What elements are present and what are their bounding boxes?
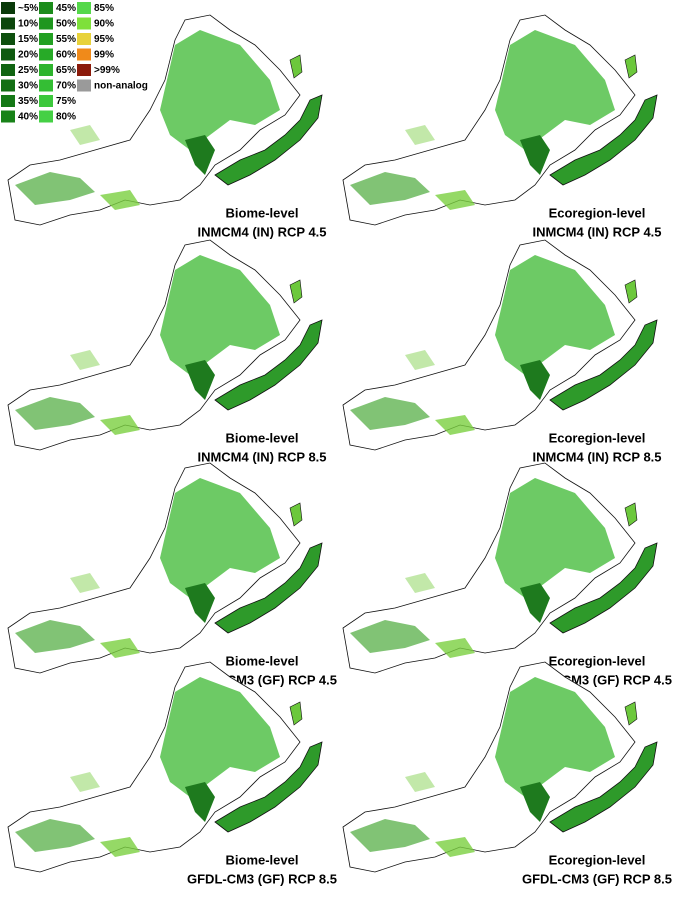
panel-title: Biome-level [226, 430, 299, 445]
legend-label: 50% [56, 19, 76, 30]
legend-swatch [1, 79, 15, 92]
panel-subtitle: GFDL-CM3 (GF) RCP 8.5 [187, 871, 337, 886]
map-panel: Biome-level INMCM4 (IN) RCP 4.5 [7, 14, 327, 239]
legend-swatch [1, 2, 15, 14]
legend-swatch [77, 17, 91, 30]
legend: ~5% 10% 15% 20% 25% 30% 35% 40% 45% 50% 55% 60% 65% 7… [1, 2, 148, 123]
legend-label: ~5% [18, 3, 38, 14]
legend-label: 60% [56, 50, 76, 61]
legend-swatch [39, 79, 53, 92]
legend-label: 30% [18, 81, 38, 92]
legend-swatch [39, 95, 53, 107]
panel-title: Biome-level [226, 852, 299, 867]
panel-subtitle: INMCM4 (IN) RCP 8.5 [532, 449, 661, 464]
map [7, 462, 323, 674]
legend-swatch [1, 48, 15, 61]
legend-swatch [1, 64, 15, 76]
panel-title: Ecoregion-level [549, 852, 646, 867]
map-panel: Biome-level GFDL-CM3 (GF) RCP 8.5 [7, 661, 337, 886]
legend-label: 25% [18, 65, 38, 76]
legend-label: 40% [18, 112, 38, 123]
legend-swatch [39, 2, 53, 14]
map [342, 661, 658, 873]
legend-label: >99% [94, 65, 120, 76]
legend-swatch [77, 33, 91, 45]
map [342, 14, 658, 226]
legend-label: 75% [56, 96, 76, 107]
legend-label: 90% [94, 19, 114, 30]
legend-label: 55% [56, 34, 76, 45]
legend-label: 20% [18, 50, 38, 61]
panel-title: Biome-level [226, 205, 299, 220]
legend-swatch [77, 2, 91, 14]
panel-title: Ecoregion-level [549, 205, 646, 220]
legend-swatch [1, 110, 15, 123]
legend-swatch [39, 33, 53, 45]
panel-title: Ecoregion-level [549, 653, 646, 668]
map-panel: Ecoregion-level GFDL-CM3 (GF) RCP 8.5 [342, 661, 672, 886]
legend-swatch [39, 64, 53, 76]
panel-title: Ecoregion-level [549, 430, 646, 445]
legend-label: 99% [94, 50, 114, 61]
legend-label: 15% [18, 34, 38, 45]
legend-label: 10% [18, 19, 38, 30]
legend-swatch [1, 17, 15, 30]
legend-label: 70% [56, 81, 76, 92]
legend-label: 35% [18, 96, 38, 107]
panel-subtitle: INMCM4 (IN) RCP 4.5 [197, 224, 326, 239]
legend-label: 65% [56, 65, 76, 76]
legend-swatch [1, 33, 15, 45]
panel-title: Biome-level [226, 653, 299, 668]
legend-label: 45% [56, 3, 76, 14]
legend-swatch [39, 48, 53, 61]
legend-label: 80% [56, 112, 76, 123]
legend-swatch [39, 110, 53, 123]
map-panel: Ecoregion-level INMCM4 (IN) RCP 8.5 [342, 239, 662, 464]
panel-subtitle: INMCM4 (IN) RCP 4.5 [532, 224, 661, 239]
legend-label: non-analog [94, 81, 148, 92]
legend-swatch [1, 95, 15, 107]
legend-label: 95% [94, 34, 114, 45]
legend-swatch [77, 64, 91, 76]
legend-swatch [77, 48, 91, 61]
map [7, 239, 323, 451]
legend-swatch [77, 79, 91, 92]
map [342, 462, 658, 674]
map-panel: Ecoregion-level INMCM4 (IN) RCP 4.5 [342, 14, 662, 239]
panel-subtitle: INMCM4 (IN) RCP 8.5 [197, 449, 326, 464]
legend-label: 85% [94, 3, 114, 14]
legend-swatch [39, 17, 53, 30]
map [7, 661, 323, 873]
map-panel: Biome-level INMCM4 (IN) RCP 8.5 [7, 239, 327, 464]
panel-subtitle: GFDL-CM3 (GF) RCP 8.5 [522, 871, 672, 886]
map [342, 239, 658, 451]
